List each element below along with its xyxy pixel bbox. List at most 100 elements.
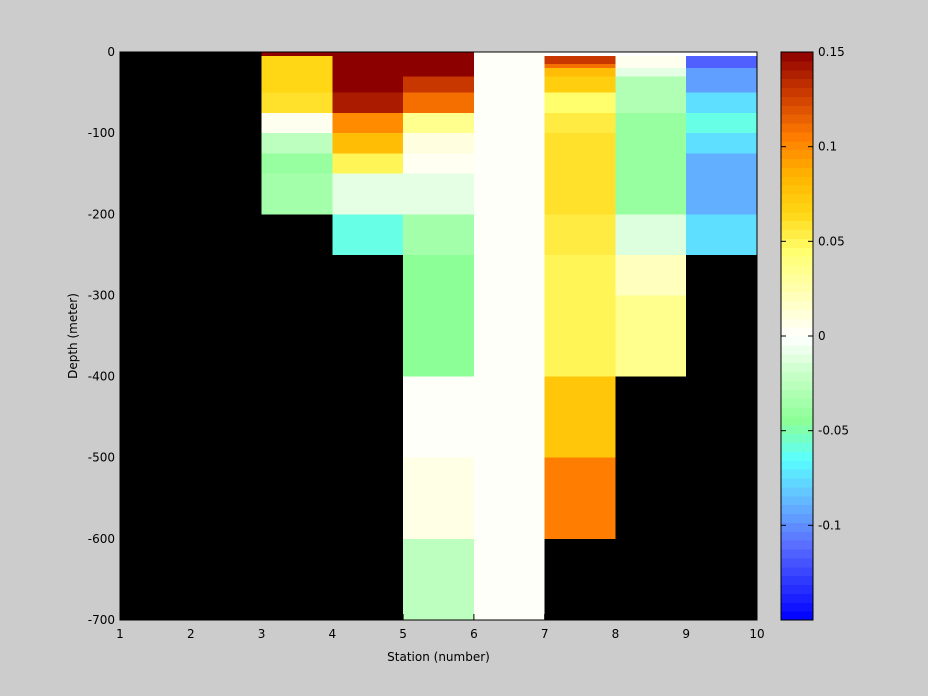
colorbar-step	[781, 194, 813, 204]
heatmap-cell	[473, 52, 545, 620]
colorbar-step	[781, 336, 813, 346]
heatmap-cell	[686, 214, 757, 255]
colorbar-step	[781, 318, 813, 328]
colorbar-step	[781, 469, 813, 479]
y-tick-label: -600	[88, 532, 115, 546]
heatmap-cell	[615, 68, 687, 77]
heatmap-cell	[544, 52, 616, 57]
colorbar-step	[781, 451, 813, 461]
heatmap-cell	[261, 112, 333, 134]
colorbar-step	[781, 211, 813, 222]
colorbar-step	[781, 158, 813, 168]
heatmap-cell	[332, 133, 404, 154]
colorbar-step	[781, 602, 813, 612]
colorbar-step	[781, 415, 813, 426]
heatmap-cell	[403, 538, 474, 620]
colorbar-step	[781, 123, 813, 133]
colorbar-step	[781, 531, 813, 541]
heatmap-cell	[615, 76, 687, 113]
heatmap-cell	[544, 64, 616, 69]
colorbar-step	[781, 442, 813, 452]
colorbar-tick-label: 0.05	[818, 234, 845, 248]
heatmap-cell	[403, 92, 474, 113]
heatmap-cell	[544, 153, 616, 215]
colorbar-step	[781, 557, 813, 568]
colorbar: 0.15 0.1 0.05 0 -0.05 -0.1	[780, 45, 849, 621]
colorbar-step	[781, 60, 813, 71]
colorbar-step	[781, 220, 813, 230]
heatmap-cell	[615, 112, 687, 215]
heatmap-cell	[544, 254, 616, 296]
colorbar-step	[781, 611, 813, 621]
x-tick-label: 9	[682, 627, 690, 641]
colorbar-step	[781, 87, 813, 97]
y-axis-label: Depth (meter)	[66, 293, 80, 379]
heatmap-cell	[544, 68, 616, 77]
heatmap-cell	[261, 92, 333, 113]
y-tick-label: -100	[88, 126, 115, 140]
heatmap-cell	[261, 153, 333, 174]
y-tick-label: -300	[88, 288, 115, 302]
heatmap-cell	[615, 254, 687, 296]
colorbar-step	[781, 282, 813, 293]
heatmap-cell	[686, 153, 757, 215]
colorbar-tick-label: -0.05	[818, 424, 849, 438]
colorbar-step	[781, 114, 813, 124]
x-axis-label: Station (number)	[387, 650, 490, 664]
heatmap-cell	[544, 133, 616, 154]
colorbar-step	[781, 69, 813, 80]
heatmap-cell	[332, 173, 404, 215]
x-tick-label: 2	[187, 627, 195, 641]
colorbar-step	[781, 504, 813, 514]
heatmap-cell	[332, 92, 404, 113]
heatmap-cell	[544, 92, 616, 113]
plot-area	[120, 52, 757, 620]
colorbar-step	[781, 353, 813, 364]
heatmap-cell	[686, 133, 757, 154]
heatmap-cell	[403, 52, 474, 57]
colorbar-step	[781, 167, 813, 177]
colorbar-step	[781, 149, 813, 159]
colorbar-step	[781, 238, 813, 248]
y-tick-label: -500	[88, 451, 115, 465]
heatmap-cell	[261, 173, 333, 215]
heatmap-cell	[544, 214, 616, 255]
axes-frame	[119, 51, 758, 621]
heatmap-cell	[332, 214, 404, 255]
heatmap-cell	[261, 52, 333, 57]
heatmap-cell	[615, 295, 687, 377]
x-tick-label: 1	[116, 627, 124, 641]
heatmap-cell	[332, 153, 404, 174]
colorbar-step	[781, 584, 813, 594]
colorbar-step	[781, 176, 813, 186]
x-tick-label: 6	[470, 627, 478, 641]
heatmap-cell	[686, 68, 757, 93]
colorbar-step	[781, 593, 813, 603]
heatmap-cell	[403, 112, 474, 134]
heatmap-cell	[615, 56, 687, 69]
x-tick-label: 8	[612, 627, 620, 641]
colorbar-step	[781, 78, 813, 88]
colorbar-step	[781, 486, 813, 497]
heatmap-cell	[615, 52, 687, 57]
heatmap-cell	[403, 56, 474, 77]
heatmap-cell	[403, 214, 474, 255]
colorbar-step	[781, 371, 813, 381]
colorbar-step	[781, 460, 813, 470]
colorbar-step	[781, 495, 813, 506]
colorbar-tick-label: 0.15	[818, 45, 845, 59]
heatmap-cell	[403, 76, 474, 93]
heatmap-cell	[544, 56, 616, 65]
heatmap-cell	[544, 295, 616, 377]
colorbar-step	[781, 265, 813, 275]
colorbar-step	[781, 229, 813, 239]
colorbar-step	[781, 407, 813, 417]
heatmap-cell	[332, 56, 404, 93]
colorbar-step	[781, 389, 813, 399]
colorbar-tick-label: 0.1	[818, 140, 837, 154]
colorbar-step	[781, 575, 813, 585]
colorbar-step	[781, 380, 813, 390]
colorbar-step	[781, 398, 813, 408]
